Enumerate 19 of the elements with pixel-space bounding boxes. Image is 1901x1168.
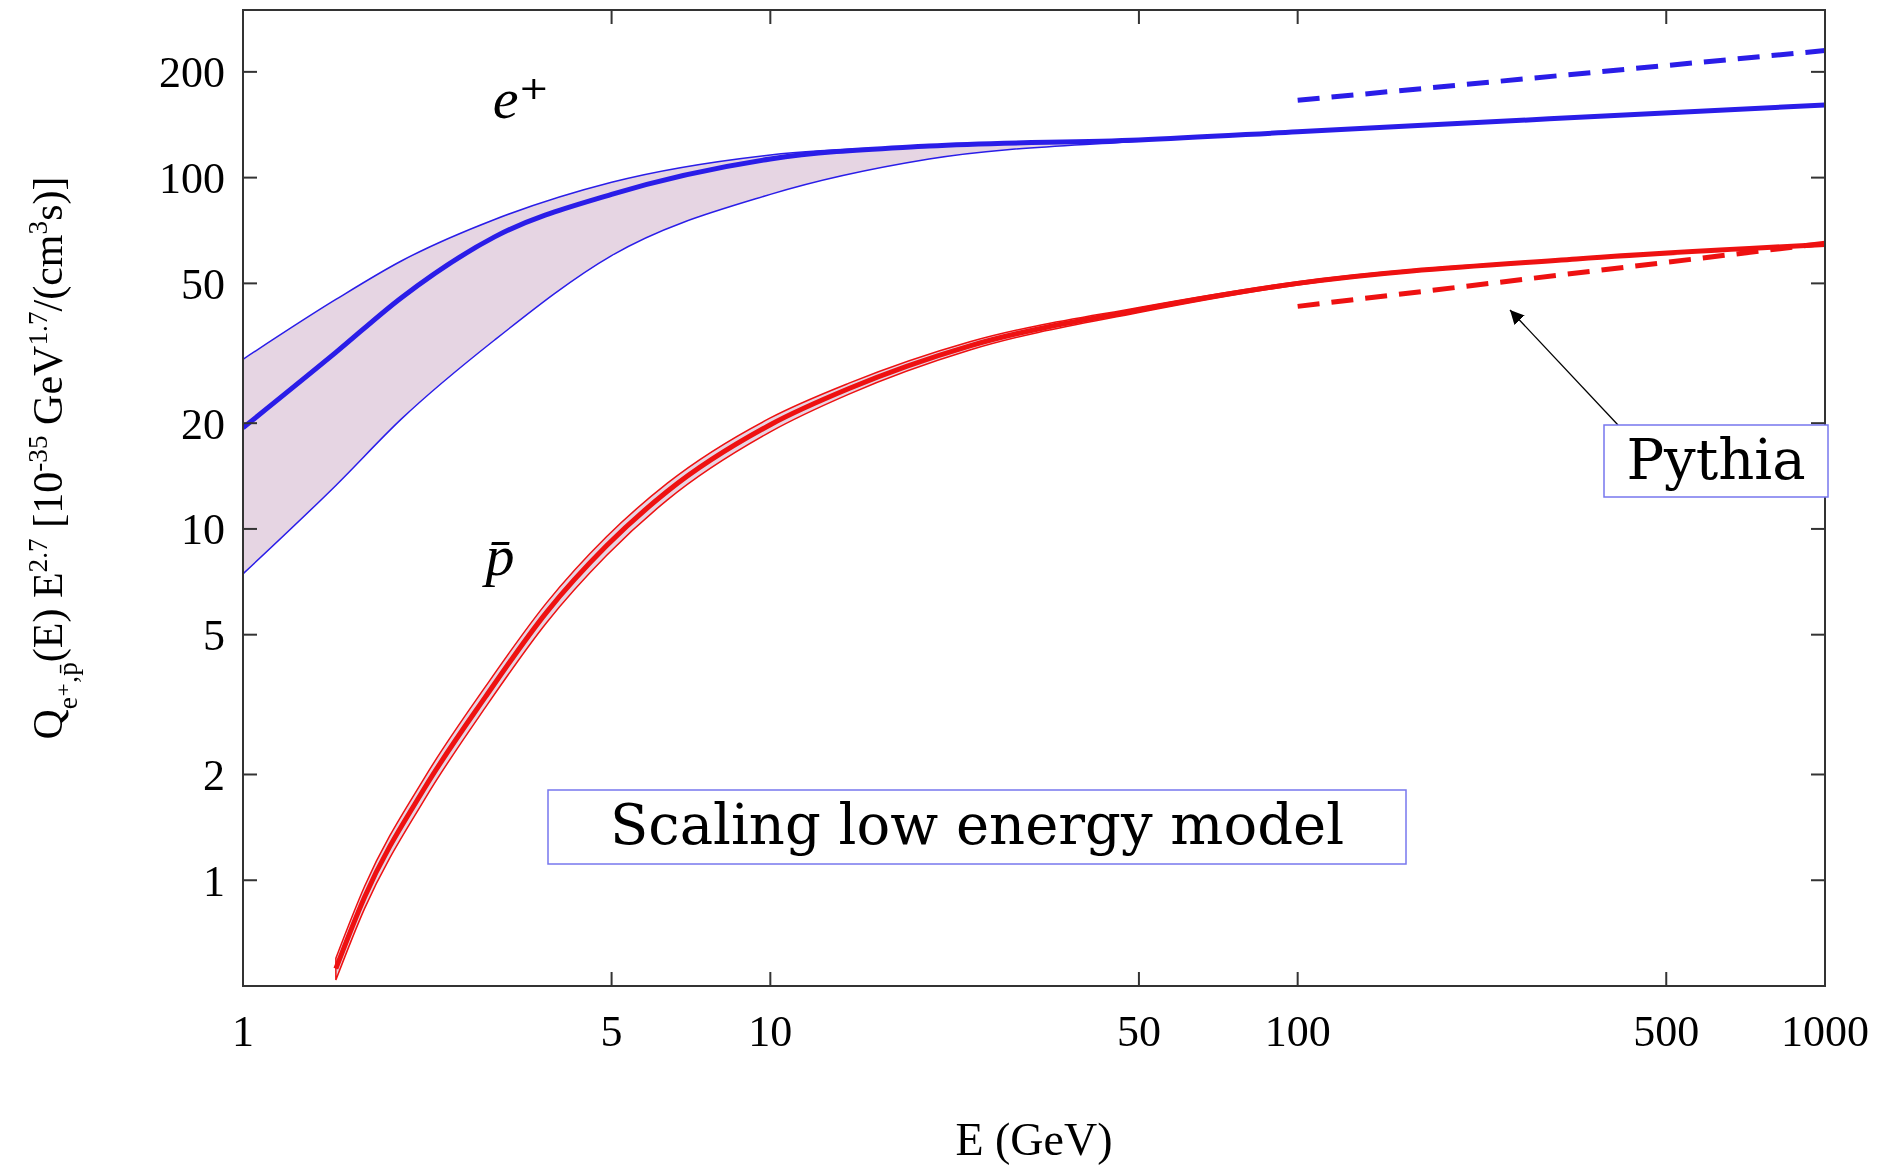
y-tick-label: 200 xyxy=(159,48,225,98)
series-label: p̄ xyxy=(481,523,515,588)
y-tick-label: 5 xyxy=(203,611,225,661)
series-label: e⁺ xyxy=(492,66,550,131)
y-tick-label: 50 xyxy=(181,259,225,309)
x-tick-label: 10 xyxy=(748,1007,793,1056)
annotation: Scaling low energy model xyxy=(609,792,1345,857)
y-tick-label: 10 xyxy=(181,505,225,555)
y-tick-label: 20 xyxy=(181,399,225,449)
x-tick-label: 1000 xyxy=(1781,1007,1869,1056)
y-tick-label: 2 xyxy=(203,750,225,800)
y-tick-label: 100 xyxy=(159,154,225,204)
x-axis-title: E (GeV) xyxy=(955,1114,1113,1165)
x-tick-label: 100 xyxy=(1264,1007,1331,1056)
x-tick-label: 50 xyxy=(1116,1007,1161,1056)
annotation: Pythia xyxy=(1626,427,1806,492)
x-tick-label: 500 xyxy=(1633,1007,1700,1056)
x-tick-label: 5 xyxy=(600,1007,623,1056)
y-tick-label: 1 xyxy=(203,856,225,906)
